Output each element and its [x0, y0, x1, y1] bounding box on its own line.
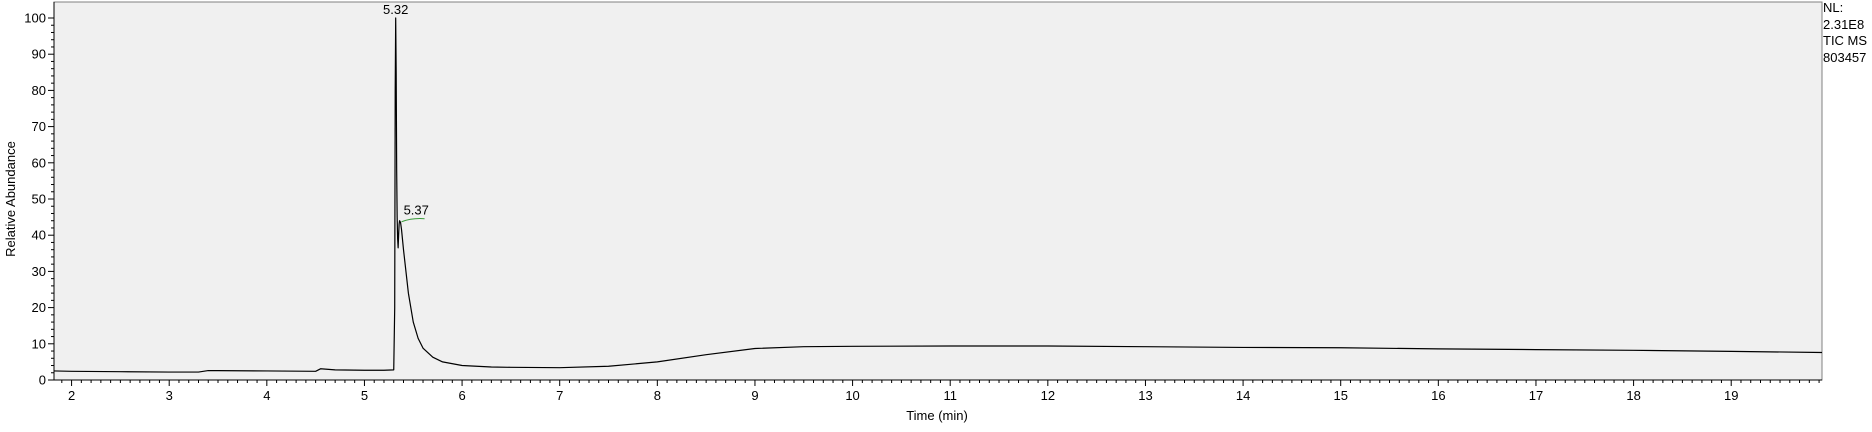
y-axis: 0 10 20 30 40 50 60 70 80 90 100 — [24, 2, 55, 388]
normalization-info: NL: 2.31E8 TIC MS 803457 — [1823, 0, 1867, 66]
x-tick-label: 16 — [1431, 388, 1445, 403]
chromatogram-trace — [53, 17, 1823, 373]
sample-id: 803457 — [1823, 49, 1867, 65]
y-tick-label: 70 — [32, 119, 46, 134]
x-tick-label: 4 — [263, 388, 270, 403]
x-tick-label: 5 — [361, 388, 368, 403]
x-tick-label: 7 — [556, 388, 563, 403]
x-tick-label: 15 — [1333, 388, 1347, 403]
nl-value: 2.31E8 — [1823, 16, 1865, 32]
x-tick-label: 13 — [1138, 388, 1152, 403]
x-tick-label: 12 — [1041, 388, 1055, 403]
x-tick-label: 19 — [1724, 388, 1738, 403]
x-tick-label: 3 — [166, 388, 173, 403]
x-axis-title: Time (min) — [906, 408, 968, 423]
peak-label: 5.37 — [404, 203, 429, 218]
x-tick-label: 8 — [654, 388, 661, 403]
y-tick-label: 100 — [24, 11, 46, 26]
y-tick-label: 80 — [32, 83, 46, 98]
peak-label-connector — [401, 218, 425, 223]
series-layer — [53, 17, 1823, 373]
plot-background — [53, 1, 1823, 381]
y-tick-label: 30 — [32, 264, 46, 279]
y-tick-label: 40 — [32, 228, 46, 243]
x-tick-label: 17 — [1529, 388, 1543, 403]
peak-label: 5.32 — [383, 2, 408, 17]
y-tick-label: 90 — [32, 47, 46, 62]
y-tick-label: 0 — [39, 373, 46, 388]
x-tick-label: 2 — [68, 388, 75, 403]
y-tick-label: 20 — [32, 300, 46, 315]
x-tick-label: 18 — [1626, 388, 1640, 403]
y-tick-label: 50 — [32, 192, 46, 207]
x-tick-label: 14 — [1236, 388, 1250, 403]
y-tick-label: 10 — [32, 336, 46, 351]
plot-area — [53, 1, 1823, 381]
nl-label: NL: — [1823, 0, 1844, 15]
scan-filter: TIC MS — [1823, 33, 1868, 48]
x-tick-label: 6 — [458, 388, 465, 403]
x-tick-label: 10 — [845, 388, 859, 403]
y-axis-title: Relative Abundance — [3, 141, 18, 257]
y-tick-label: 60 — [32, 155, 46, 170]
x-axis: 2 3 4 5 6 7 8 9 10 11 12 13 14 15 16 17 18 19 — [54, 379, 1822, 403]
x-tick-label: 11 — [943, 388, 957, 403]
x-tick-label: 9 — [751, 388, 758, 403]
annotation-layer: 5.32 5.37 — [383, 2, 429, 223]
